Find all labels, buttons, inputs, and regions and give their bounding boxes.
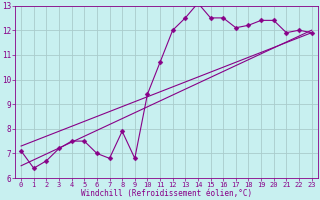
X-axis label: Windchill (Refroidissement éolien,°C): Windchill (Refroidissement éolien,°C) bbox=[81, 189, 252, 198]
